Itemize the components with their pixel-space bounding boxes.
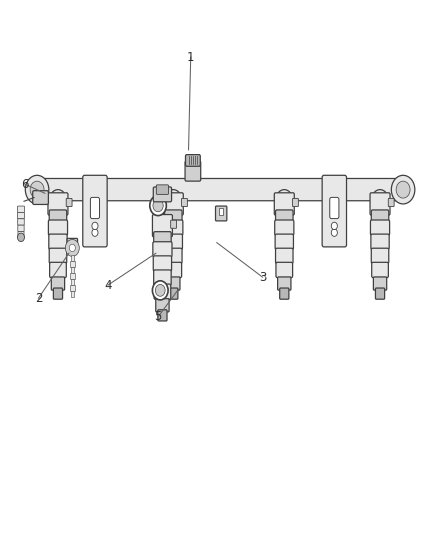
FancyBboxPatch shape — [185, 161, 201, 181]
FancyBboxPatch shape — [156, 185, 169, 195]
FancyBboxPatch shape — [370, 193, 390, 215]
Circle shape — [92, 222, 98, 230]
Circle shape — [396, 181, 410, 198]
FancyBboxPatch shape — [293, 198, 298, 207]
Circle shape — [153, 199, 163, 212]
FancyBboxPatch shape — [371, 248, 389, 263]
Circle shape — [30, 181, 44, 198]
FancyBboxPatch shape — [49, 248, 67, 263]
FancyBboxPatch shape — [181, 198, 187, 207]
FancyBboxPatch shape — [18, 219, 24, 225]
FancyBboxPatch shape — [83, 175, 107, 247]
Circle shape — [65, 239, 79, 256]
FancyBboxPatch shape — [278, 277, 291, 290]
FancyBboxPatch shape — [154, 270, 171, 285]
FancyBboxPatch shape — [373, 277, 387, 290]
FancyBboxPatch shape — [66, 198, 72, 207]
FancyBboxPatch shape — [51, 277, 65, 290]
Circle shape — [155, 285, 165, 296]
Text: 2: 2 — [35, 292, 42, 305]
FancyBboxPatch shape — [372, 262, 389, 278]
FancyBboxPatch shape — [49, 262, 66, 278]
FancyBboxPatch shape — [165, 210, 182, 221]
FancyBboxPatch shape — [49, 210, 67, 221]
Circle shape — [331, 229, 337, 236]
Circle shape — [53, 194, 63, 206]
FancyBboxPatch shape — [18, 225, 24, 231]
FancyBboxPatch shape — [375, 288, 385, 299]
Text: 3: 3 — [259, 271, 266, 284]
FancyBboxPatch shape — [185, 155, 200, 166]
FancyBboxPatch shape — [215, 206, 227, 221]
FancyBboxPatch shape — [18, 213, 25, 219]
FancyBboxPatch shape — [18, 231, 24, 238]
FancyBboxPatch shape — [33, 191, 48, 205]
FancyBboxPatch shape — [169, 288, 178, 299]
FancyBboxPatch shape — [70, 261, 75, 267]
FancyBboxPatch shape — [70, 273, 75, 279]
FancyBboxPatch shape — [322, 175, 346, 247]
FancyBboxPatch shape — [71, 255, 74, 261]
FancyBboxPatch shape — [274, 193, 294, 215]
FancyBboxPatch shape — [330, 197, 339, 219]
FancyBboxPatch shape — [371, 210, 389, 221]
FancyBboxPatch shape — [153, 187, 172, 202]
FancyBboxPatch shape — [48, 193, 68, 215]
FancyBboxPatch shape — [388, 198, 394, 207]
FancyBboxPatch shape — [276, 210, 293, 221]
FancyBboxPatch shape — [276, 262, 293, 278]
FancyBboxPatch shape — [280, 288, 289, 299]
FancyBboxPatch shape — [71, 291, 74, 297]
FancyBboxPatch shape — [153, 242, 172, 257]
Circle shape — [279, 194, 289, 206]
FancyBboxPatch shape — [165, 262, 182, 278]
FancyBboxPatch shape — [70, 285, 75, 290]
FancyBboxPatch shape — [371, 234, 389, 249]
FancyBboxPatch shape — [152, 215, 173, 237]
FancyBboxPatch shape — [153, 256, 172, 271]
Circle shape — [375, 194, 385, 206]
FancyBboxPatch shape — [164, 220, 183, 235]
Circle shape — [69, 244, 75, 252]
FancyBboxPatch shape — [53, 288, 63, 299]
Circle shape — [276, 190, 293, 210]
FancyBboxPatch shape — [71, 279, 74, 285]
Circle shape — [92, 229, 98, 236]
Text: 1: 1 — [187, 51, 194, 63]
Text: 4: 4 — [104, 279, 112, 292]
Circle shape — [25, 175, 49, 204]
Circle shape — [331, 222, 337, 230]
FancyBboxPatch shape — [18, 206, 25, 213]
FancyBboxPatch shape — [275, 220, 294, 235]
FancyBboxPatch shape — [35, 179, 405, 201]
Circle shape — [391, 175, 415, 204]
Circle shape — [49, 190, 66, 210]
Circle shape — [18, 233, 25, 241]
Text: 5: 5 — [154, 310, 162, 324]
Circle shape — [152, 281, 168, 300]
FancyBboxPatch shape — [154, 284, 171, 300]
FancyBboxPatch shape — [276, 248, 293, 263]
Circle shape — [372, 190, 389, 210]
FancyBboxPatch shape — [219, 208, 223, 215]
FancyBboxPatch shape — [165, 248, 182, 263]
FancyBboxPatch shape — [49, 234, 67, 249]
FancyBboxPatch shape — [156, 298, 169, 312]
FancyBboxPatch shape — [171, 220, 177, 228]
Circle shape — [150, 196, 166, 216]
FancyBboxPatch shape — [71, 267, 74, 273]
FancyBboxPatch shape — [90, 197, 99, 219]
FancyBboxPatch shape — [275, 234, 293, 249]
FancyBboxPatch shape — [166, 277, 180, 290]
Circle shape — [165, 190, 182, 210]
FancyBboxPatch shape — [67, 238, 78, 249]
FancyBboxPatch shape — [154, 232, 171, 243]
FancyBboxPatch shape — [371, 220, 390, 235]
FancyBboxPatch shape — [158, 310, 167, 321]
FancyBboxPatch shape — [48, 220, 67, 235]
FancyBboxPatch shape — [164, 234, 183, 249]
Text: 6: 6 — [21, 178, 29, 191]
FancyBboxPatch shape — [163, 193, 183, 215]
Circle shape — [169, 194, 178, 206]
